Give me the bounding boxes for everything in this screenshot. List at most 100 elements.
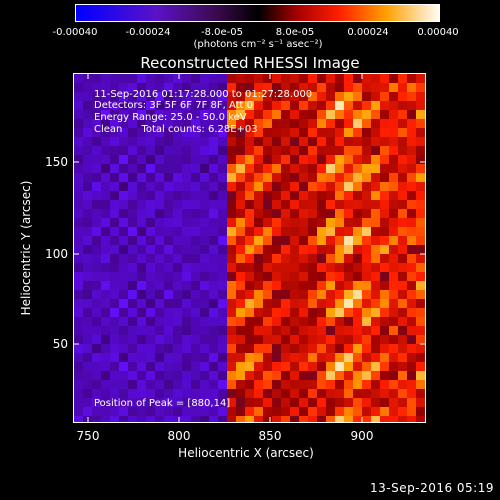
image-pixel [92, 317, 101, 326]
image-pixel [335, 398, 344, 407]
image-pixel [101, 344, 110, 353]
image-pixel [371, 110, 380, 119]
image-pixel [164, 326, 173, 335]
image-pixel [308, 92, 317, 101]
image-pixel [326, 281, 335, 290]
image-pixel [92, 335, 101, 344]
image-pixel [173, 290, 182, 299]
image-pixel [137, 236, 146, 245]
image-pixel [371, 227, 380, 236]
image-pixel [407, 173, 416, 182]
image-pixel [398, 389, 407, 398]
image-pixel [164, 245, 173, 254]
image-pixel [182, 146, 191, 155]
image-pixel [236, 263, 245, 272]
image-pixel [155, 326, 164, 335]
image-pixel [398, 110, 407, 119]
image-pixel [173, 362, 182, 371]
image-pixel [290, 299, 299, 308]
image-pixel [101, 416, 110, 422]
image-pixel [92, 236, 101, 245]
image-pixel [344, 353, 353, 362]
image-pixel [173, 281, 182, 290]
image-pixel [146, 83, 155, 92]
image-pixel [74, 245, 83, 254]
image-pixel [164, 281, 173, 290]
image-pixel [407, 146, 416, 155]
image-pixel [245, 155, 254, 164]
image-pixel [317, 299, 326, 308]
image-pixel [101, 209, 110, 218]
image-pixel [416, 317, 425, 326]
image-pixel [128, 227, 137, 236]
image-pixel [371, 407, 380, 416]
image-pixel [137, 380, 146, 389]
image-pixel [110, 344, 119, 353]
image-pixel [254, 290, 263, 299]
image-pixel [398, 218, 407, 227]
image-pixel [137, 326, 146, 335]
image-pixel [182, 155, 191, 164]
image-pixel [371, 218, 380, 227]
image-pixel [119, 164, 128, 173]
image-pixel [74, 155, 83, 164]
image-pixel [353, 200, 362, 209]
image-pixel [74, 146, 83, 155]
image-pixel [254, 74, 263, 83]
x-tick-label: 900 [350, 429, 374, 443]
image-pixel [83, 191, 92, 200]
image-pixel [245, 218, 254, 227]
image-pixel [317, 389, 326, 398]
image-pixel [362, 209, 371, 218]
image-pixel [362, 218, 371, 227]
image-pixel [101, 398, 110, 407]
image-pixel [254, 398, 263, 407]
image-pixel [110, 335, 119, 344]
image-pixel [254, 110, 263, 119]
image-pixel [137, 317, 146, 326]
image-pixel [137, 353, 146, 362]
image-pixel [209, 299, 218, 308]
image-pixel [362, 353, 371, 362]
image-pixel [146, 137, 155, 146]
image-pixel [335, 317, 344, 326]
image-pixel [407, 263, 416, 272]
image-pixel [101, 173, 110, 182]
image-pixel [128, 137, 137, 146]
image-pixel [155, 191, 164, 200]
image-pixel [218, 344, 227, 353]
image-pixel [281, 335, 290, 344]
image-pixel [92, 92, 101, 101]
image-pixel [362, 398, 371, 407]
image-pixel [335, 155, 344, 164]
image-pixel [110, 137, 119, 146]
image-pixel [146, 299, 155, 308]
image-pixel [353, 101, 362, 110]
image-pixel [281, 128, 290, 137]
image-pixel [236, 299, 245, 308]
image-pixel [254, 344, 263, 353]
image-pixel [173, 272, 182, 281]
image-pixel [92, 173, 101, 182]
image-pixel [353, 164, 362, 173]
image-pixel [263, 407, 272, 416]
image-pixel [119, 182, 128, 191]
image-pixel [416, 110, 425, 119]
image-pixel [299, 200, 308, 209]
image-pixel [83, 209, 92, 218]
image-pixel [236, 83, 245, 92]
image-pixel [353, 281, 362, 290]
image-pixel [335, 308, 344, 317]
image-pixel [317, 281, 326, 290]
image-pixel [137, 416, 146, 422]
image-pixel [245, 407, 254, 416]
image-pixel [236, 371, 245, 380]
image-pixel [155, 353, 164, 362]
image-pixel [416, 371, 425, 380]
image-pixel [290, 110, 299, 119]
image-pixel [362, 308, 371, 317]
image-pixel [155, 155, 164, 164]
image-pixel [317, 92, 326, 101]
image-pixel [353, 344, 362, 353]
image-pixel [281, 119, 290, 128]
